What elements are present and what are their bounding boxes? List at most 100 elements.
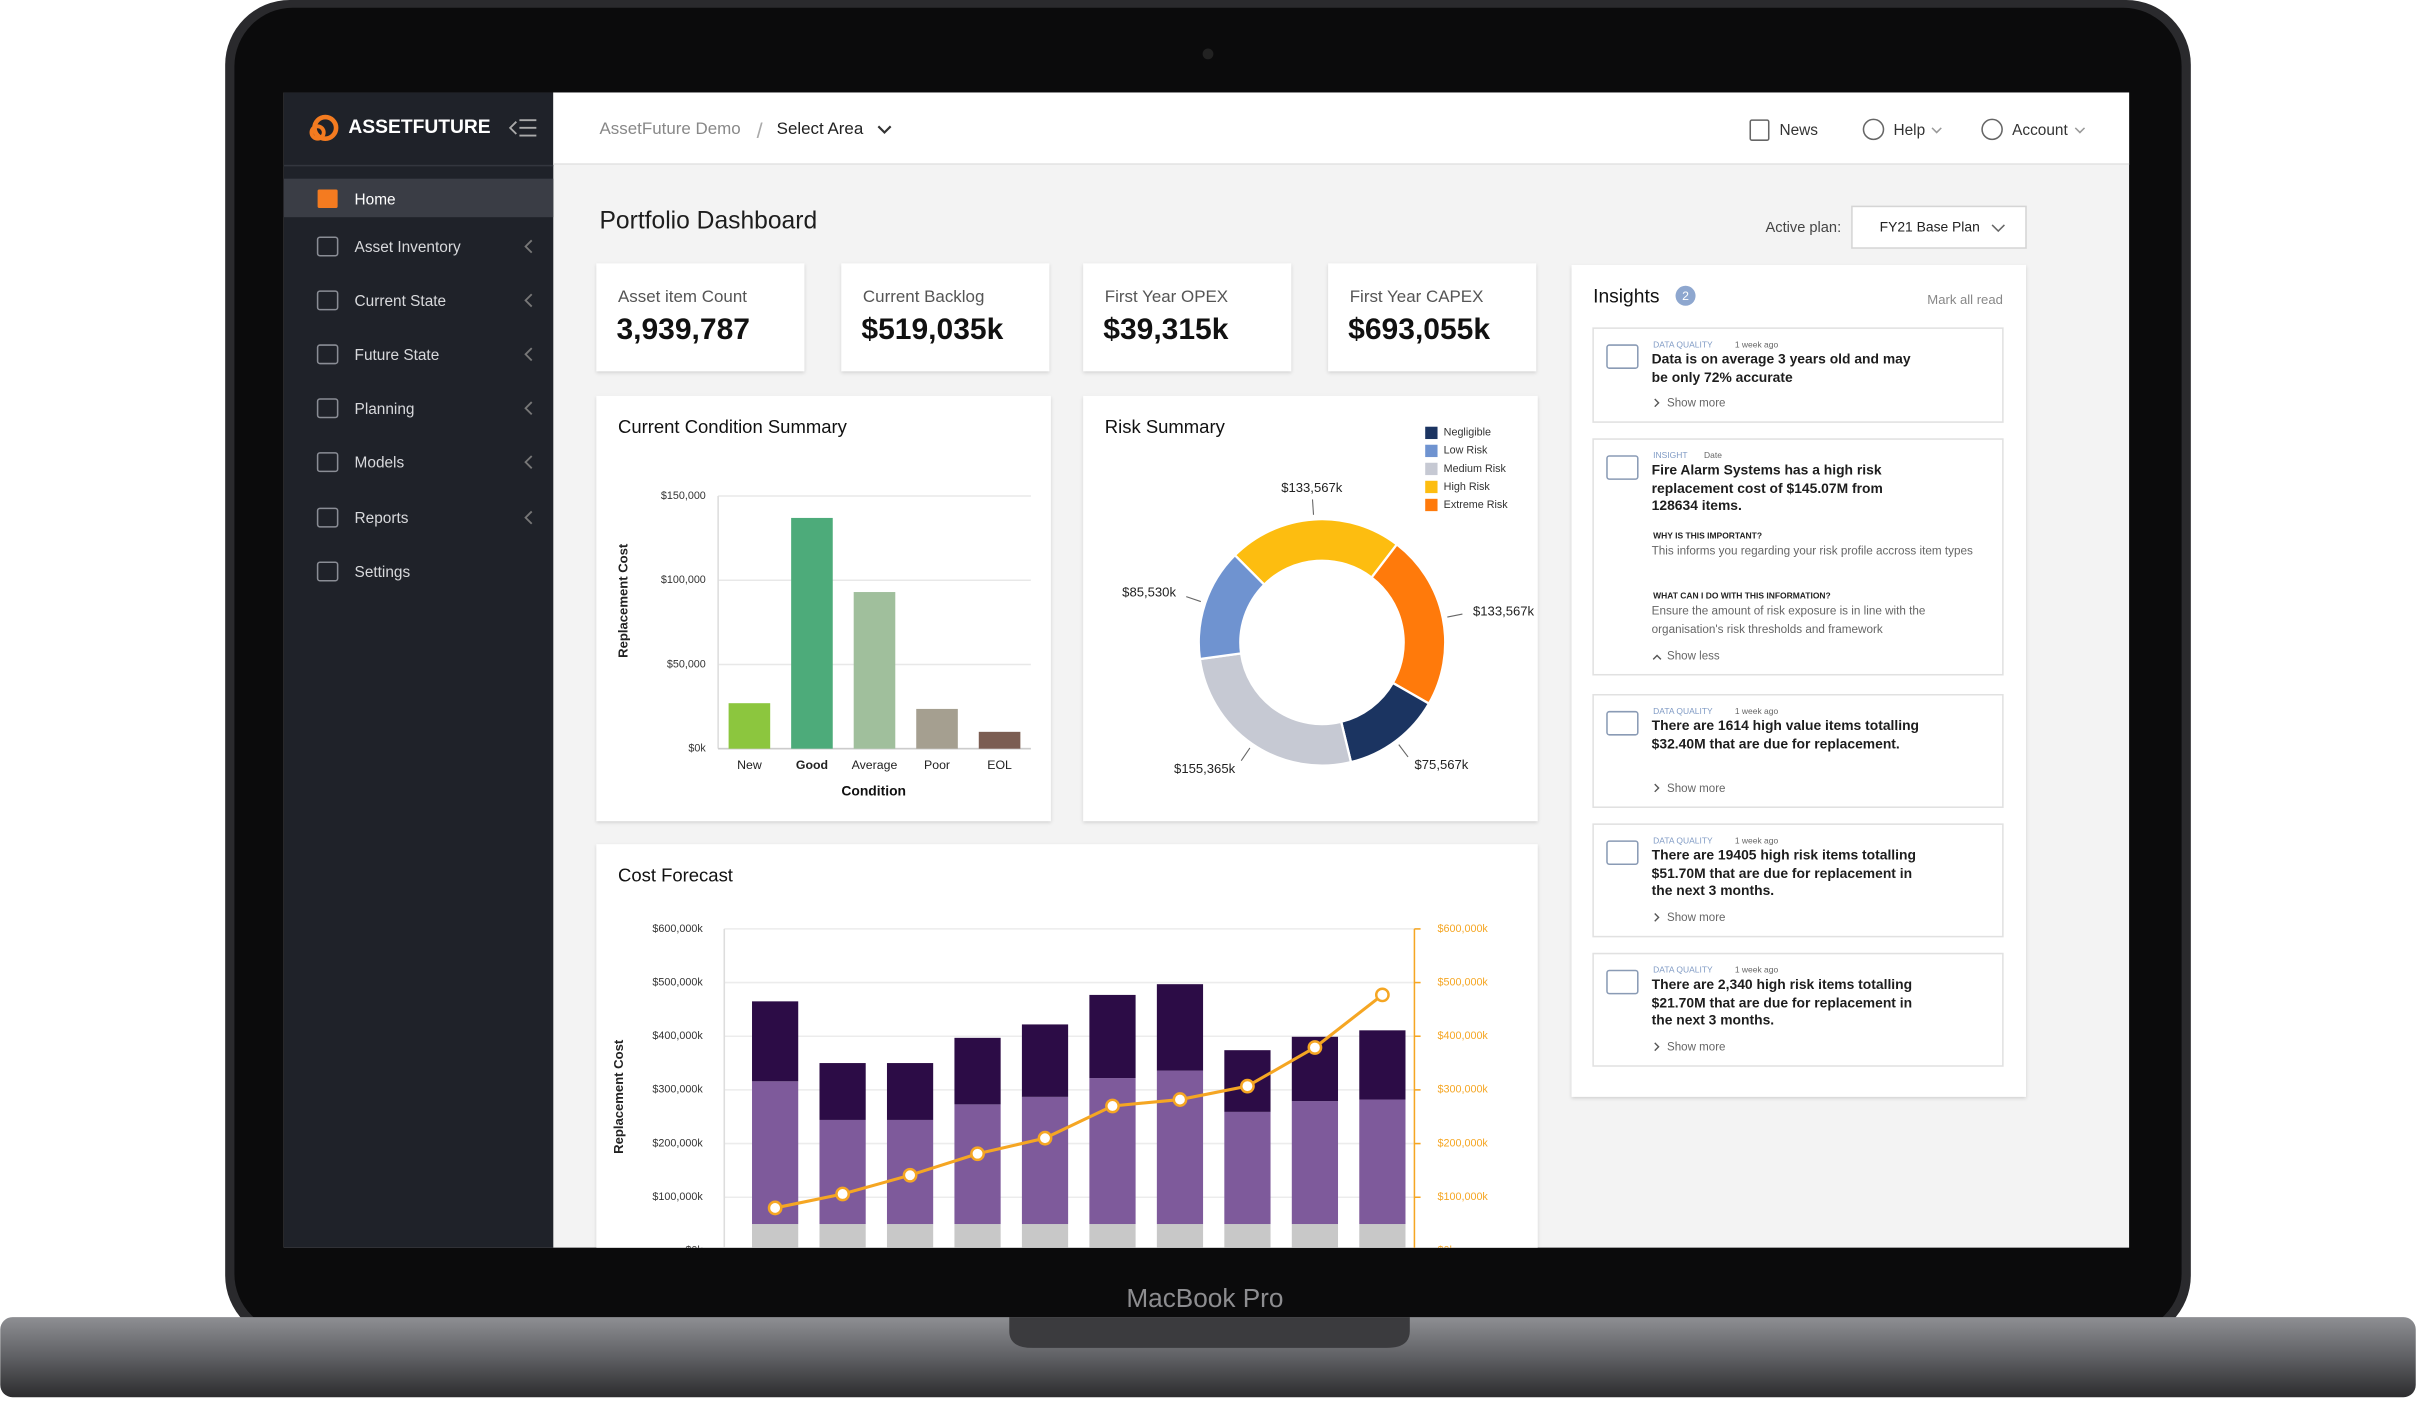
sidebar-divider (283, 164, 554, 167)
screen: ASSETFUTURE AssetFuture Demo / Select Ar… (283, 92, 2130, 1248)
insights-title: Insights (1593, 286, 1659, 307)
insight-card (1592, 693, 2004, 808)
stacked-bar (954, 1037, 1001, 1105)
stacked-bar (819, 1224, 866, 1248)
line-point (1172, 1092, 1188, 1107)
news-link[interactable]: News (1780, 122, 1819, 139)
detail-question: WHAT CAN I DO WITH THIS INFORMATION? (1653, 590, 1831, 600)
laptop-base (0, 1317, 2416, 1398)
help-chevron (1931, 127, 1942, 134)
legend-swatch (1425, 498, 1438, 512)
y2-tick-label: $600,000k (1438, 923, 1489, 935)
nav-icon (316, 452, 339, 473)
kpi-value: $519,035k (861, 313, 1003, 346)
value-label: $75,567k (1415, 757, 1469, 772)
stacked-bar (1021, 1224, 1069, 1248)
y-tick-label: $400,000k (652, 1030, 703, 1042)
laptop-notch (1009, 1317, 1410, 1348)
stacked-bar (1089, 994, 1136, 1079)
breadcrumb-area[interactable]: Select Area (777, 119, 864, 138)
nav-item[interactable]: Current State (355, 293, 447, 310)
logo (309, 114, 339, 141)
insight-toggle[interactable]: Show more (1667, 912, 1725, 924)
y-axis-label: Replacement Cost (611, 1039, 626, 1154)
stacked-bar (752, 1001, 799, 1082)
insight-text-text: There are 1614 high value items totallin… (1651, 717, 1920, 752)
nav-icon (317, 189, 338, 208)
stacked-bar (886, 1063, 934, 1120)
nav-item[interactable]: Models (355, 455, 405, 472)
mark-all-read[interactable]: Mark all read (1927, 292, 2003, 307)
donut-segment (1197, 553, 1266, 661)
nav-item[interactable]: Settings (355, 564, 411, 581)
x-tick-label: Average (852, 758, 898, 772)
plan-select[interactable] (1851, 205, 2027, 249)
leader-line (1311, 499, 1315, 515)
y2-tick-label: $400,000k (1438, 1030, 1489, 1042)
area-chevron (877, 125, 892, 135)
bar (978, 731, 1021, 749)
insight-text: Data is on average 3 years old and may b… (1652, 351, 1911, 384)
line-point (902, 1167, 918, 1183)
nav-item[interactable]: Home (355, 191, 396, 208)
help-link[interactable]: Help (1894, 122, 1926, 139)
stacked-bar (886, 1224, 934, 1248)
plan-chevron (1991, 224, 2005, 233)
line-point (1240, 1078, 1255, 1094)
stacked-bar (954, 1224, 1001, 1248)
nav-icon (316, 236, 339, 257)
value-label: $133,567k (1473, 603, 1535, 618)
topbar-border (553, 163, 2130, 165)
bar (916, 708, 958, 749)
insight-time: 1 week ago (1735, 965, 1779, 975)
y-tick-label: $150,000 (661, 490, 706, 502)
nav-icon (316, 344, 339, 365)
account-link[interactable]: Account (2012, 122, 2068, 139)
insight-toggle[interactable]: Show more (1667, 398, 1725, 410)
chart-title: Current Condition Summary (618, 416, 848, 437)
line-point (1307, 1040, 1323, 1055)
insight-icon (1606, 969, 1639, 995)
toggle-chevron (1654, 1042, 1660, 1052)
nav-icon (316, 507, 339, 528)
insight-toggle[interactable]: Show more (1667, 1042, 1725, 1054)
kpi-card (596, 263, 805, 372)
insight-icon (1606, 710, 1639, 736)
y-tick-label: $500,000k (652, 976, 703, 988)
insight-toggle[interactable]: Show less (1667, 650, 1720, 662)
nav-item[interactable]: Planning (355, 401, 415, 418)
line-point (1037, 1130, 1053, 1146)
y-tick-label: $200,000k (652, 1137, 703, 1149)
stacked-bar (1291, 1224, 1339, 1248)
insight-toggle[interactable]: Show more (1667, 783, 1725, 795)
value-label: $133,567k (1281, 480, 1343, 495)
insight-card (1592, 327, 2004, 423)
toggle-chevron (1654, 783, 1660, 793)
line-point (767, 1200, 783, 1216)
insight-tag: INSIGHT (1653, 450, 1687, 460)
account-chevron (2074, 127, 2086, 134)
legend-swatch (1425, 444, 1438, 458)
nav-chevron (524, 401, 533, 416)
nav-item[interactable]: Future State (355, 347, 440, 364)
line-point (1374, 987, 1390, 1003)
kpi-value: 3,939,787 (616, 313, 750, 346)
insight-text-text: Fire Alarm Systems has a high risk repla… (1651, 462, 1883, 514)
account-icon (1981, 118, 2003, 141)
value-label: $155,365k (1174, 761, 1236, 776)
stacked-bar (1089, 1224, 1136, 1248)
insight-tag: DATA QUALITY (1653, 965, 1713, 975)
insight-tag: DATA QUALITY (1653, 835, 1713, 845)
nav-item[interactable]: Asset Inventory (355, 239, 461, 256)
menu-toggle[interactable] (508, 119, 537, 137)
insight-card (1592, 952, 2004, 1067)
x-tick-label: Good (796, 758, 828, 772)
leader-line (1398, 744, 1409, 758)
insight-tag: DATA QUALITY (1653, 706, 1713, 716)
kpi-value: $39,315k (1103, 313, 1228, 346)
breadcrumb-sep: / (757, 118, 763, 143)
breadcrumb-root[interactable]: AssetFuture Demo (600, 119, 741, 138)
stacked-bar (752, 1224, 799, 1248)
nav-item[interactable]: Reports (355, 510, 409, 527)
